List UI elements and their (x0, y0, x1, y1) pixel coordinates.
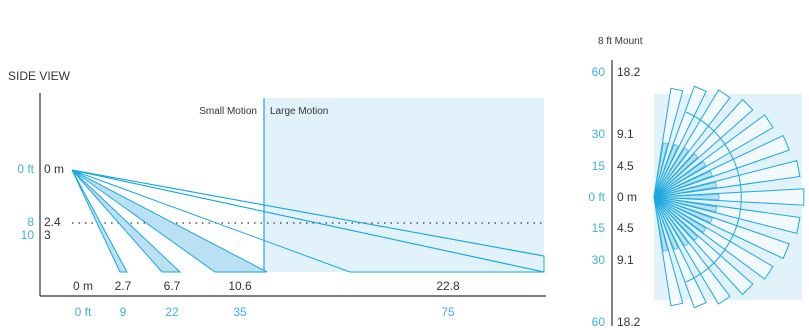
top-beam-inner (653, 196, 679, 251)
beam-near (71, 169, 128, 273)
top-view: 60 18.2 30 9.1 15 4.5 0 ft 0 m 15 4.5 30… (588, 60, 805, 329)
top-axis-m-4: 4.5 (617, 221, 634, 235)
top-beam-inner (653, 194, 720, 200)
bottom-ft-0: 0 ft (75, 305, 92, 319)
beam-large-top (71, 169, 545, 257)
beam-fan (653, 85, 805, 309)
bottom-m-0: 0 m (73, 279, 93, 293)
bottom-m-4: 22.8 (436, 279, 460, 293)
top-axis-ft-1: 30 (592, 127, 606, 141)
top-beam-inner (653, 153, 699, 198)
top-beam-inner (653, 143, 679, 198)
top-beam-inner (653, 196, 689, 247)
top-axis-ft-2: 15 (592, 159, 606, 173)
large-motion-label: Large Motion (270, 106, 328, 117)
top-beam-inner (653, 196, 713, 224)
top-beam (653, 196, 801, 235)
top-beam (653, 159, 801, 198)
top-axis-m-3: 0 m (617, 190, 637, 204)
bottom-ft-2: 22 (165, 305, 179, 319)
top-beam-inner (653, 196, 699, 241)
top-axis-m-1: 9.1 (617, 127, 634, 141)
top-axis-m-0: 18.2 (617, 65, 641, 79)
small-motion-label: Small Motion (199, 106, 257, 117)
top-axis-m-5: 9.1 (617, 253, 634, 267)
top-beam-inner (653, 147, 689, 198)
top-beam-inner (653, 196, 718, 213)
top-beam-inner (653, 196, 707, 233)
bottom-m-3: 10.6 (228, 279, 252, 293)
top-axis-ft-6: 60 (592, 315, 606, 329)
top-beam-inner (653, 170, 713, 198)
top-axis-ft-0: 60 (592, 65, 606, 79)
top-axis-ft-3: 0 ft (588, 190, 605, 204)
left-axis-mid-ft: 8 (27, 215, 34, 229)
inner-arc (685, 111, 742, 283)
large-motion-zone (264, 98, 544, 272)
top-axis-m-6: 18.2 (617, 315, 641, 329)
top-beam (653, 87, 684, 198)
top-beam-inner (653, 181, 718, 198)
side-view-title: SIDE VIEW (8, 69, 71, 83)
bottom-ft-1: 9 (120, 305, 127, 319)
bottom-m-2: 6.7 (164, 279, 181, 293)
bottom-ft-4: 75 (441, 305, 455, 319)
left-axis-top-m: 0 m (44, 162, 64, 176)
top-beam (653, 188, 805, 206)
top-beam (653, 196, 684, 307)
top-beam-inner (653, 142, 668, 198)
bottom-ft-3: 35 (233, 305, 247, 319)
left-axis-bot-ft: 10 (21, 228, 35, 242)
left-axis-top-ft: 0 ft (17, 162, 34, 176)
left-axis-mid-m: 2.4 (44, 215, 61, 229)
top-beam-inner (653, 161, 707, 198)
top-axis-ft-5: 30 (592, 253, 606, 267)
bottom-m-1: 2.7 (115, 279, 132, 293)
beam-small-far (71, 169, 268, 273)
beam-mid (71, 169, 182, 273)
top-axis-ft-4: 15 (592, 221, 606, 235)
side-view: SIDE VIEW Small Motion Large Motion 0 ft… (8, 69, 546, 319)
top-beam-inner (653, 196, 668, 252)
top-axis-m-2: 4.5 (617, 159, 634, 173)
mount-label: 8 ft Mount (598, 36, 643, 47)
left-axis-bot-m: 3 (44, 228, 51, 242)
